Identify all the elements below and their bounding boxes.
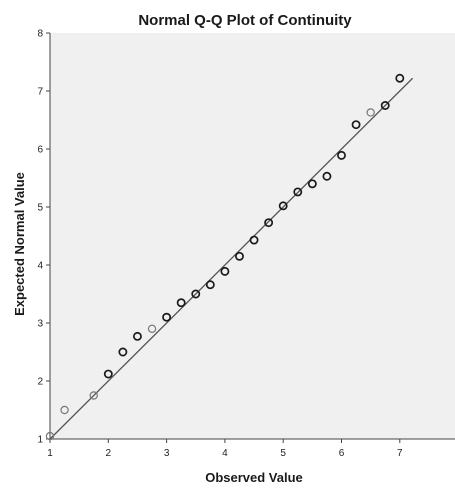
x-tick-label-6: 6 <box>339 448 345 459</box>
data-point-17 <box>293 187 303 197</box>
y-tick-label-7: 7 <box>37 87 43 98</box>
data-point-13 <box>235 251 244 261</box>
y-tick-label-5: 5 <box>37 203 43 214</box>
y-tick-label-3: 3 <box>37 319 43 330</box>
data-point-5 <box>118 347 128 357</box>
data-point-20 <box>337 150 346 160</box>
reference-line <box>49 77 414 440</box>
x-tick-label-3: 3 <box>164 448 170 459</box>
x-tick-label-4: 4 <box>222 448 228 459</box>
data-point-12 <box>220 266 230 276</box>
data-point-9 <box>176 298 186 308</box>
x-tick-label-7: 7 <box>397 448 403 459</box>
data-point-1 <box>45 431 55 441</box>
data-point-16 <box>278 201 288 211</box>
data-point-19 <box>322 171 332 181</box>
y-axis-label: Expected Normal Value <box>12 172 27 316</box>
plot-area: 1 2 3 4 5 6 7 1 2 3 4 5 6 7 8 <box>37 29 455 459</box>
data-point-3 <box>89 391 98 400</box>
data-point-2 <box>60 405 69 415</box>
data-point-6 <box>132 331 142 341</box>
y-tick-label-6: 6 <box>37 145 43 156</box>
data-point-7 <box>147 324 157 333</box>
y-tick-label-2: 2 <box>37 377 43 388</box>
data-point-4 <box>103 369 113 379</box>
y-tick-label-4: 4 <box>37 261 43 272</box>
y-tick-label-1: 1 <box>37 435 43 446</box>
data-point-21 <box>351 120 361 130</box>
data-point-23 <box>380 101 390 110</box>
data-point-8 <box>162 312 172 322</box>
y-tick-label-8: 8 <box>37 29 43 40</box>
x-tick-label-1: 1 <box>47 448 53 459</box>
x-tick-label-5: 5 <box>280 448 286 459</box>
data-point-11 <box>205 280 215 290</box>
data-point-10 <box>191 289 201 299</box>
chart-title: Normal Q-Q Plot of Continuity <box>138 12 352 29</box>
data-point-22 <box>366 108 375 117</box>
data-point-14 <box>249 235 259 245</box>
data-point-18 <box>307 179 317 189</box>
x-tick-label-2: 2 <box>106 448 112 459</box>
x-axis-label: Observed Value <box>205 470 303 485</box>
data-point-15 <box>264 218 274 228</box>
data-point-24 <box>395 73 405 83</box>
